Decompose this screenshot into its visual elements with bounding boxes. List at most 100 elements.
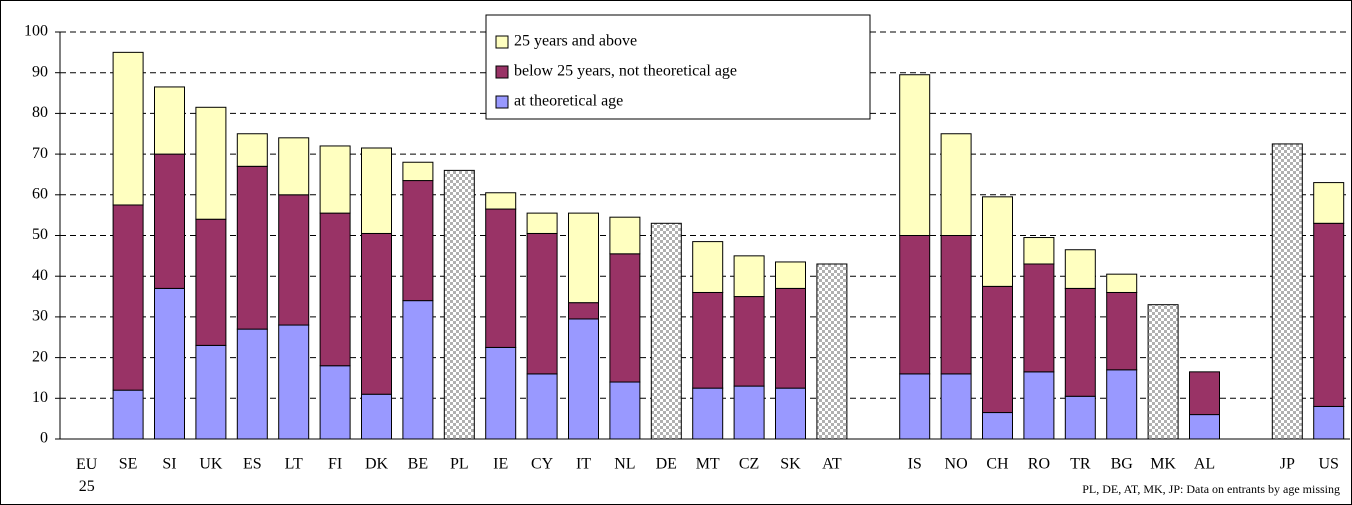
bar-segment [485, 192, 517, 210]
bar-segment [154, 287, 185, 440]
bar-segment [1023, 371, 1055, 440]
y-tick-label: 30 [32, 308, 48, 325]
bar-segment [402, 161, 434, 182]
legend-swatch [495, 35, 509, 49]
bar-segment [940, 373, 972, 440]
x-tick-label: BE [408, 456, 428, 473]
bar-segment [154, 153, 185, 289]
bar-segment [982, 412, 1013, 440]
bar-segment [816, 263, 848, 440]
bar-segment [402, 300, 434, 440]
bar-segment [1271, 143, 1303, 440]
x-tick-label: AT [822, 456, 842, 473]
x-tick-label: MT [696, 456, 720, 473]
bar-segment [775, 261, 806, 289]
bar-segment [195, 106, 227, 220]
bar-segment [609, 381, 641, 440]
bar-segment [692, 241, 724, 293]
bar-segment [361, 232, 392, 395]
y-tick-label: 40 [32, 267, 48, 284]
x-tick-label: CH [986, 456, 1009, 473]
bar-segment [361, 147, 392, 234]
legend-swatch [495, 95, 509, 109]
bar-segment [112, 204, 144, 391]
bar-segment [485, 346, 517, 440]
bar-segment [568, 302, 599, 320]
legend-box [485, 14, 871, 120]
legend-label: at theoretical age [514, 93, 623, 110]
x-tick-label: NL [614, 456, 635, 473]
bar-segment [1106, 273, 1138, 293]
bar-segment [236, 328, 268, 440]
legend-label: below 25 years, not theoretical age [514, 63, 737, 80]
x-tick-label: SI [162, 456, 176, 473]
bar-segment [1064, 395, 1096, 440]
y-tick-label: 20 [32, 348, 48, 365]
bar-segment [982, 285, 1013, 414]
legend: 25 years and above below 25 years, not th… [485, 14, 871, 120]
bar-segment [733, 385, 765, 440]
bar-segment [568, 212, 599, 304]
bar-segment [278, 137, 310, 196]
y-tick-label: 80 [32, 104, 48, 121]
bar-segment [1064, 249, 1096, 289]
y-tick-label: 60 [32, 185, 48, 202]
y-tick-label: 50 [32, 226, 48, 243]
bar-segment [1189, 414, 1220, 440]
y-tick-label: 0 [40, 430, 48, 447]
x-tick-label: IS [908, 456, 922, 473]
bar-segment [526, 232, 558, 375]
bar-segment [526, 212, 558, 234]
bar-segment [319, 365, 351, 440]
x-tick-label: EU 25 [76, 456, 98, 495]
bar-segment [775, 287, 806, 389]
x-tick-label: JP [1280, 456, 1295, 473]
bar-segment [609, 216, 641, 255]
bar-segment [940, 133, 972, 236]
bar-segment [1023, 263, 1055, 373]
bar-segment [154, 86, 185, 155]
x-tick-label: DE [656, 456, 677, 473]
bar-segment [1147, 304, 1179, 440]
x-tick-label: AL [1194, 456, 1215, 473]
y-tick-label: 70 [32, 145, 48, 162]
bar-segment [1313, 182, 1345, 224]
bar-segment [650, 222, 682, 440]
bar-segment [692, 387, 724, 440]
x-tick-label: SE [119, 456, 138, 473]
y-tick-label: 100 [24, 23, 48, 40]
bar-segment [402, 180, 434, 302]
bar-segment [319, 212, 351, 367]
legend-label: 25 years and above [514, 33, 637, 50]
x-tick-label: US [1318, 456, 1338, 473]
x-tick-label: CZ [739, 456, 759, 473]
bar-segment [195, 344, 227, 440]
bar-segment [733, 255, 765, 298]
bar-segment [361, 393, 392, 440]
bar-segment [278, 194, 310, 326]
bar-segment [1023, 237, 1055, 265]
bar-segment [112, 389, 144, 440]
x-tick-label: TR [1070, 456, 1091, 473]
bar-segment [1313, 405, 1345, 440]
bar-segment [940, 235, 972, 375]
bar-segment [568, 318, 599, 440]
x-tick-label: FI [328, 456, 342, 473]
bar-segment [775, 387, 806, 440]
bar-segment [982, 196, 1013, 287]
x-tick-label: MK [1150, 456, 1176, 473]
bar-segment [236, 133, 268, 167]
bar-segment [733, 296, 765, 387]
bar-segment [899, 373, 931, 440]
bar-segment [112, 51, 144, 206]
bar-segment [1064, 287, 1096, 397]
bar-segment [278, 324, 310, 440]
x-tick-label: ES [243, 456, 262, 473]
x-tick-label: PL [450, 456, 469, 473]
x-tick-label: DK [365, 456, 389, 473]
bar-segment [485, 208, 517, 348]
bar-segment [1313, 222, 1345, 407]
bar-segment [195, 218, 227, 346]
x-tick-label: LT [285, 456, 303, 473]
